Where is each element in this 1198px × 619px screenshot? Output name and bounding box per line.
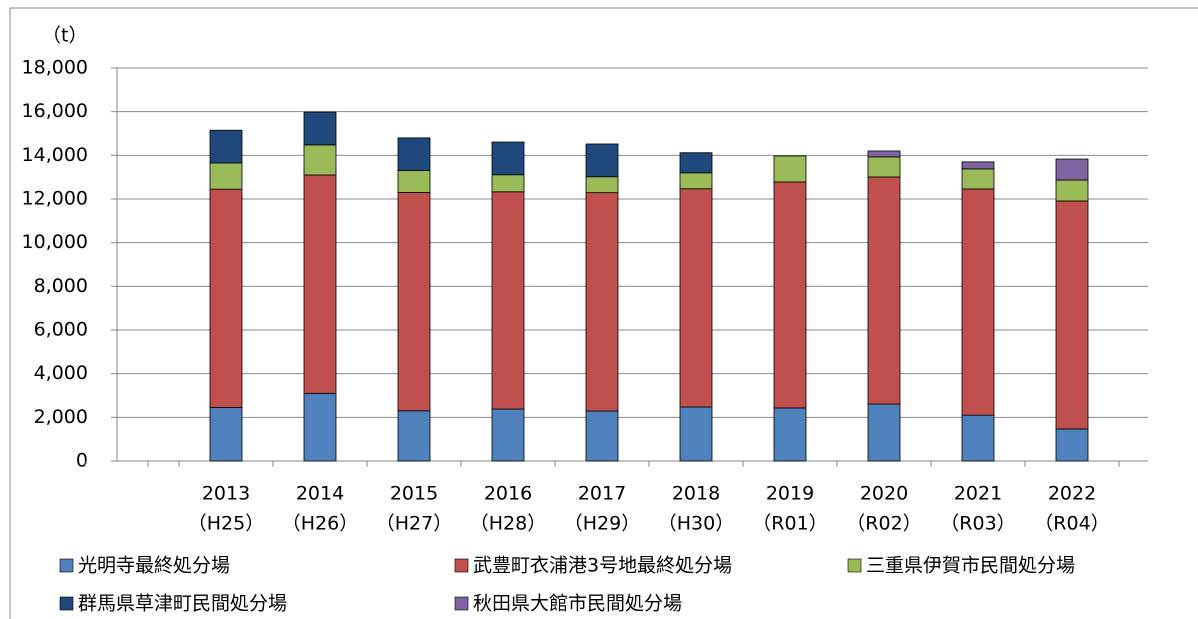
legend-label: 武豊町衣浦港3号地最終処分場 [473, 555, 732, 577]
bar-segment [303, 174, 337, 394]
y-tick-label: 14,000 [22, 144, 88, 166]
x-tick-label: 2020 [860, 483, 908, 505]
bar-segment [585, 192, 619, 412]
y-tick-label: 4,000 [34, 362, 88, 384]
bar-segment [961, 168, 995, 190]
legend-swatch [59, 596, 74, 611]
legend-label: 群馬県草津町民間処分場 [78, 593, 287, 615]
bar-segment [209, 162, 243, 190]
legend-label: 三重県伊賀市民間処分場 [866, 555, 1075, 577]
y-unit-label: （t） [42, 25, 87, 47]
x-tick-label: 2022 [1048, 483, 1096, 505]
bar-segment [773, 407, 807, 462]
bar-segment [491, 408, 525, 462]
bar-segment [867, 156, 901, 178]
legend-label: 秋田県大館市民間処分場 [473, 593, 682, 615]
bar-segment [1055, 200, 1089, 430]
x-tick-label: （H29） [564, 513, 640, 535]
x-tick-label: （H25） [188, 513, 264, 535]
bar-segment [397, 192, 431, 412]
bar-segment [773, 155, 807, 183]
x-tick-label: 2018 [672, 483, 720, 505]
bar-segment [491, 141, 525, 176]
x-tick-label: （H27） [376, 513, 452, 535]
x-tick-label: 2014 [296, 483, 344, 505]
bar-segment [679, 188, 713, 408]
x-tick-label: （H30） [658, 513, 734, 535]
legend-swatch [454, 558, 469, 573]
bar-segment [397, 137, 431, 172]
legend-label: 光明寺最終処分場 [78, 555, 230, 577]
x-tick-label: （R04） [1034, 513, 1109, 535]
bar-segment [679, 406, 713, 462]
y-tick-label: 18,000 [22, 57, 88, 79]
y-tick-label: 10,000 [22, 231, 88, 253]
bar-segment [1055, 158, 1089, 181]
bar-segment [867, 403, 901, 462]
bar-segment [1055, 428, 1089, 462]
bar-segment [679, 152, 713, 174]
x-tick-label: （R03） [940, 513, 1015, 535]
bar-segment [867, 150, 901, 158]
bar-segment [679, 172, 713, 190]
legend-swatch [454, 596, 469, 611]
bar-segment [961, 161, 995, 170]
bar-segment [209, 129, 243, 164]
bar-segment [585, 410, 619, 462]
x-tick-label: （H28） [470, 513, 546, 535]
x-tick-label: 2017 [578, 483, 626, 505]
bar-segment [209, 188, 243, 408]
y-tick-label: 16,000 [22, 100, 88, 122]
bar-segment [961, 188, 995, 416]
y-tick-label: 6,000 [34, 319, 88, 341]
x-tick-label: 2021 [954, 483, 1002, 505]
y-tick-label: 8,000 [34, 275, 88, 297]
x-tick-label: （R01） [752, 513, 827, 535]
legend-swatch [847, 558, 862, 573]
legend-swatch [59, 558, 74, 573]
x-tick-label: （R02） [846, 513, 921, 535]
x-tick-label: 2013 [202, 483, 250, 505]
bar-segment [867, 176, 901, 405]
x-tick-label: 2019 [766, 483, 814, 505]
y-tick-label: 12,000 [22, 188, 88, 210]
bar-segment [491, 174, 525, 193]
x-tick-label: 2016 [484, 483, 532, 505]
bar-segment [1055, 179, 1089, 202]
x-tick-label: 2015 [390, 483, 438, 505]
y-tick-label: 0 [76, 450, 88, 472]
bar-segment [397, 170, 431, 193]
bar-segment [585, 143, 619, 178]
bar-segment [491, 191, 525, 410]
bar-segment [209, 407, 243, 462]
bar-segment [961, 414, 995, 462]
y-tick-label: 2,000 [34, 406, 88, 428]
x-tick-label: （H26） [282, 513, 358, 535]
bar-segment [303, 144, 337, 176]
bar-segment [397, 410, 431, 462]
bar-segment [585, 176, 619, 194]
bar-segment [773, 181, 807, 409]
bar-segment [303, 392, 337, 462]
bar-segment [303, 111, 337, 146]
